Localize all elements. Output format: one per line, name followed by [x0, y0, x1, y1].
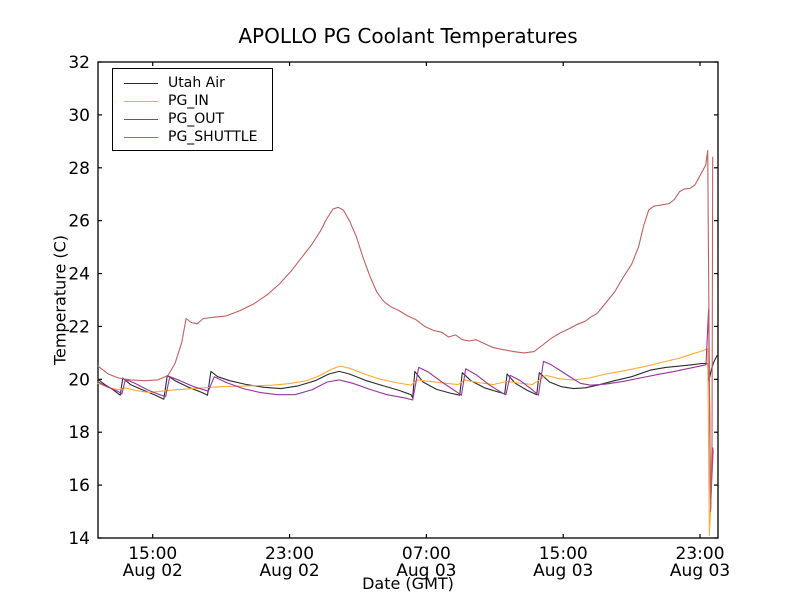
y-tick-label: 26	[68, 212, 90, 232]
legend: Utah Air PG_IN PG_OUT PG_SHUTTLE	[112, 68, 273, 151]
y-tick-label: 16	[68, 476, 90, 496]
legend-item-pg-out: PG_OUT	[113, 110, 272, 128]
legend-label: PG_OUT	[168, 111, 225, 127]
legend-item-utah-air: Utah Air	[113, 74, 272, 92]
x-tick-date-label: Aug 03	[396, 561, 456, 581]
chart-title: APOLLO PG Coolant Temperatures	[238, 24, 578, 48]
x-tick-date-label: Aug 02	[259, 561, 319, 581]
y-tick-label: 32	[68, 53, 90, 73]
y-tick-label: 22	[68, 317, 90, 337]
pg-in-line-swatch	[124, 100, 158, 102]
x-tick-time-label: 15:00	[128, 544, 177, 564]
y-tick-label: 28	[68, 159, 90, 179]
y-tick-label: 14	[68, 529, 90, 549]
x-tick-date-label: Aug 02	[123, 561, 183, 581]
legend-label: Utah Air	[168, 75, 225, 91]
legend-label: PG_IN	[168, 93, 209, 109]
x-tick-time-label: 23:00	[676, 544, 725, 564]
series-line-utah-air	[97, 354, 718, 400]
series-line-pg-out	[97, 308, 714, 510]
utah-air-line-swatch	[124, 82, 158, 84]
x-tick-date-label: Aug 03	[533, 561, 593, 581]
x-tick-time-label: 15:00	[539, 544, 588, 564]
legend-item-pg-shuttle: PG_SHUTTLE	[113, 128, 272, 146]
x-axis-label: Date (GMT)	[362, 574, 454, 593]
legend-label: PG_SHUTTLE	[168, 129, 258, 145]
series-line-pg-shuttle	[97, 150, 714, 513]
x-tick-time-label: 07:00	[402, 544, 451, 564]
y-tick-label: 24	[68, 265, 90, 285]
y-tick-label: 30	[68, 106, 90, 126]
y-tick-label: 18	[68, 423, 90, 443]
plot-frame	[97, 61, 719, 539]
y-tick-label: 20	[68, 370, 90, 390]
x-tick-date-label: Aug 03	[670, 561, 730, 581]
legend-item-pg-in: PG_IN	[113, 92, 272, 110]
pg-out-line-swatch	[124, 118, 158, 120]
x-tick-time-label: 23:00	[265, 544, 314, 564]
series-line-pg-in	[97, 348, 714, 536]
pg-shuttle-line-swatch	[124, 136, 158, 138]
